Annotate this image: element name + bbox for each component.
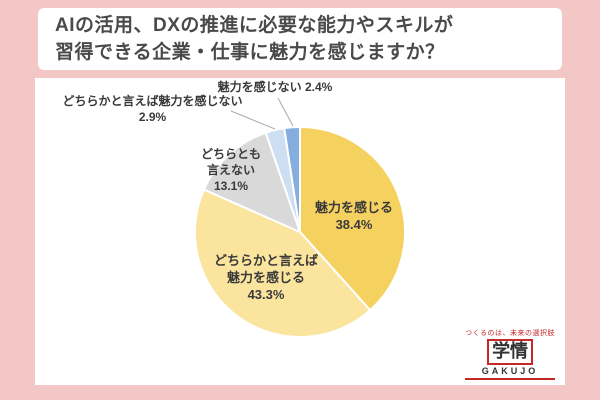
logo-latin-name: GAKUJO (481, 366, 539, 376)
survey-title-banner: AIの活用、DXの推進に必要な能力やスキルが 習得できる企業・仕事に魅力を感じま… (38, 8, 562, 70)
leader-line-somewhat-not-attracted (230, 110, 276, 130)
gakujo-logo: つくるのは、未来の選択肢 学情 GAKUJO (465, 328, 555, 380)
label-somewhat-attracted: どちらかと言えば 魅力を感じる 43.3% (213, 253, 318, 303)
leader-line-not-attracted (277, 97, 294, 127)
label-somewhat-not-attracted: どちらかと言えば魅力を感じない 2.9% (62, 94, 243, 124)
label-not-attracted: 魅力を感じない 2.4% (217, 80, 333, 94)
chart-card: 魅力を感じない 2.4% どちらかと言えば魅力を感じない 2.9% どちらとも … (35, 78, 565, 385)
survey-title-line1: AIの活用、DXの推進に必要な能力やスキルが (55, 15, 454, 36)
pie-slice-0 (299, 126, 406, 312)
logo-rule (465, 378, 555, 380)
pie-slice-2 (202, 131, 301, 233)
survey-title-line2: 習得できる企業・仕事に魅力を感じますか？ (55, 42, 445, 63)
logo-tagline: つくるのは、未来の選択肢 (465, 330, 555, 338)
logo-mark: 学情 (487, 339, 534, 365)
pie-slice-1 (194, 188, 372, 339)
pie-slice-4 (283, 126, 301, 233)
pie-chart (194, 97, 406, 339)
label-neither: どちらとも 言えない 13.1% (200, 147, 261, 193)
label-attracted: 魅力を感じる 38.4% (314, 200, 393, 233)
